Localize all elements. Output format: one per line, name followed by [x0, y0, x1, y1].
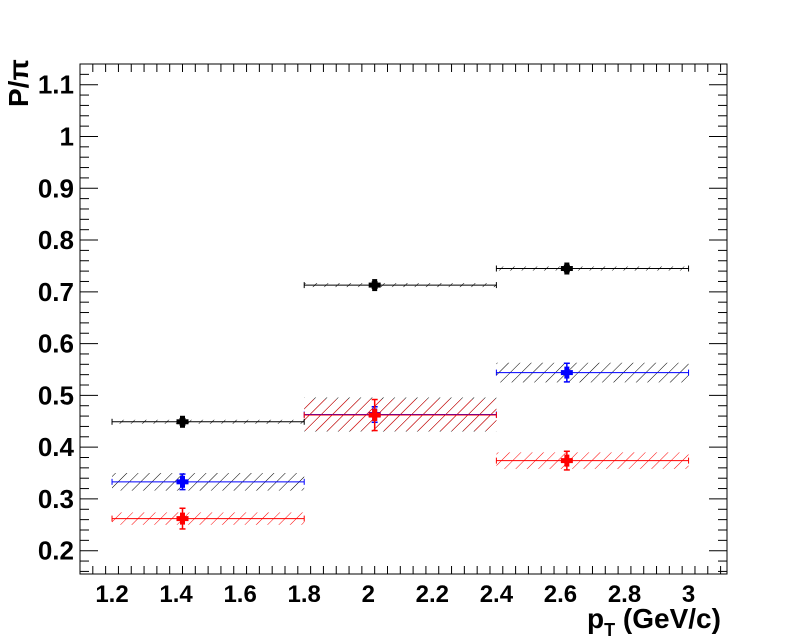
x-axis-label-unit: (GeV/c) [615, 603, 721, 634]
data-point [179, 475, 185, 488]
x-tick-label: 1.2 [95, 581, 128, 608]
plot-frame [79, 63, 728, 575]
data-point [564, 262, 570, 275]
x-axis-label-sub: T [604, 620, 615, 638]
data-points [111, 262, 690, 530]
y-tick-label: 1.1 [38, 70, 74, 100]
x-tick-label: 2 [362, 581, 375, 608]
x-tick-label: 1.8 [288, 581, 321, 608]
x-tick-label: 3 [682, 581, 695, 608]
x-tick-label: 2.6 [544, 581, 577, 608]
data-point [564, 454, 570, 467]
x-axis-label: pT (GeV/c) [587, 603, 721, 638]
y-tick-label: 0.4 [38, 432, 75, 462]
x-tick-label: 2.8 [608, 581, 641, 608]
x-tick-label: 2.4 [480, 581, 514, 608]
x-tick-label: 1.4 [159, 581, 193, 608]
systematic-error-bands [112, 266, 689, 525]
y-axis-label: P/π [3, 59, 34, 107]
y-tick-label: 0.6 [38, 329, 74, 359]
data-point [179, 512, 185, 525]
axis-ticks [79, 63, 727, 574]
data-point [564, 366, 570, 379]
x-tick-label: 1.6 [223, 581, 256, 608]
data-point [179, 415, 185, 428]
y-tick-label: 1 [60, 121, 74, 151]
data-point [372, 279, 378, 292]
y-tick-label: 0.8 [38, 225, 74, 255]
y-tick-label: 0.3 [38, 484, 74, 514]
x-axis-label-main: p [587, 603, 604, 634]
y-tick-label: 0.9 [38, 173, 74, 203]
y-tick-labels: 0.2 0.3 0.4 0.5 0.6 0.7 0.8 0.9 1 1.1 [38, 70, 75, 566]
y-tick-label: 0.7 [38, 277, 74, 307]
y-tick-label: 0.5 [38, 380, 74, 410]
y-tick-label: 0.2 [38, 536, 74, 566]
x-tick-labels: 1.2 1.4 1.6 1.8 2 2.2 2.4 2.6 2.8 3 [95, 581, 695, 608]
data-point [372, 409, 378, 422]
x-tick-label: 2.2 [416, 581, 449, 608]
